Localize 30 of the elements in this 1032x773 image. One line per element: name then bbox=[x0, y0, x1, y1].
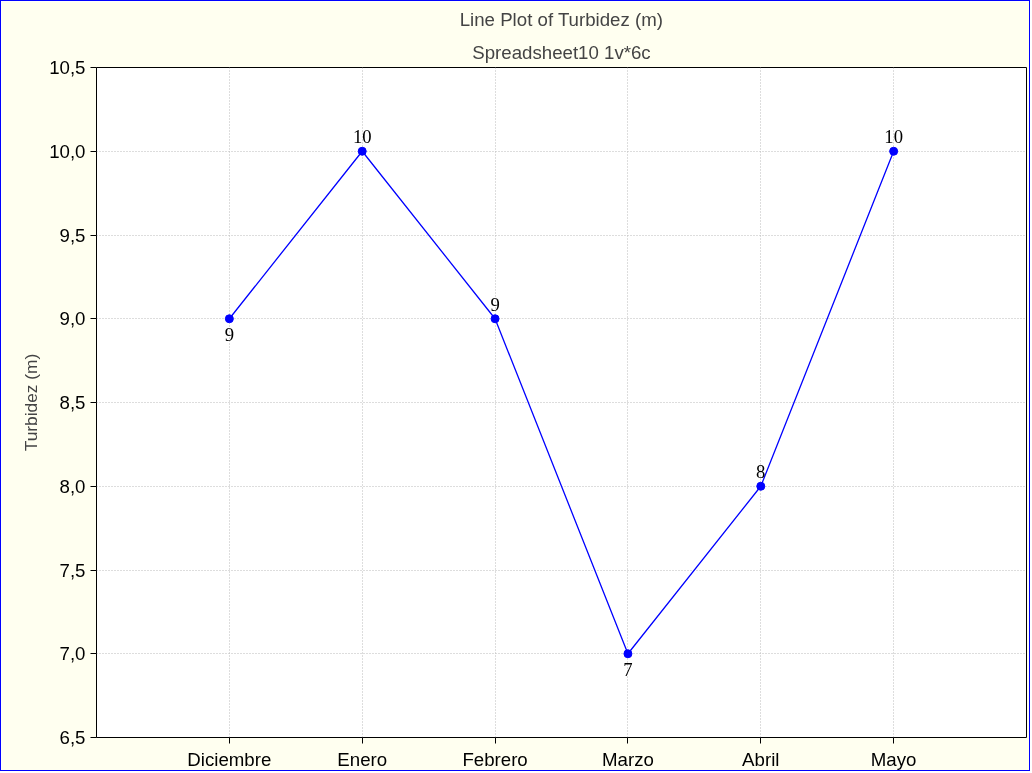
y-tick-label: 7,5 bbox=[59, 559, 86, 581]
chart-subtitle: Spreadsheet10 1v*6c bbox=[472, 41, 651, 63]
x-tick-label: Marzo bbox=[602, 748, 654, 770]
data-label: 7 bbox=[623, 658, 633, 680]
x-tick-label: Abril bbox=[742, 748, 780, 770]
y-axis-title: Turbidez (m) bbox=[21, 353, 42, 452]
x-tick-label: Enero bbox=[337, 748, 388, 770]
data-label: 10 bbox=[352, 126, 372, 148]
data-label: 10 bbox=[884, 126, 903, 148]
x-tick-label: Febrero bbox=[462, 748, 528, 770]
data-label: 8 bbox=[756, 461, 766, 483]
point bbox=[623, 649, 633, 659]
y-tick-label: 9,0 bbox=[59, 308, 86, 330]
point bbox=[224, 314, 234, 324]
y-tick-label: 10,0 bbox=[49, 140, 86, 162]
y-tick-label: 10,5 bbox=[49, 57, 86, 78]
x-tick-label: Mayo bbox=[870, 748, 917, 770]
point bbox=[357, 146, 367, 156]
x-tick-label: Diciembre bbox=[187, 748, 272, 770]
point bbox=[756, 481, 766, 491]
y-tick-label: 6,5 bbox=[59, 727, 86, 748]
data-label: 9 bbox=[224, 323, 235, 345]
y-tick-label: 8,0 bbox=[59, 475, 86, 497]
chart-title: Line Plot of Turbidez (m) bbox=[459, 8, 663, 30]
y-tick-label: 9,5 bbox=[59, 224, 86, 246]
point bbox=[889, 146, 899, 156]
y-tick-label: 8,5 bbox=[59, 392, 86, 413]
data-label: 9 bbox=[490, 293, 500, 315]
y-tick-label: 7,0 bbox=[59, 643, 86, 665]
point bbox=[490, 314, 500, 324]
